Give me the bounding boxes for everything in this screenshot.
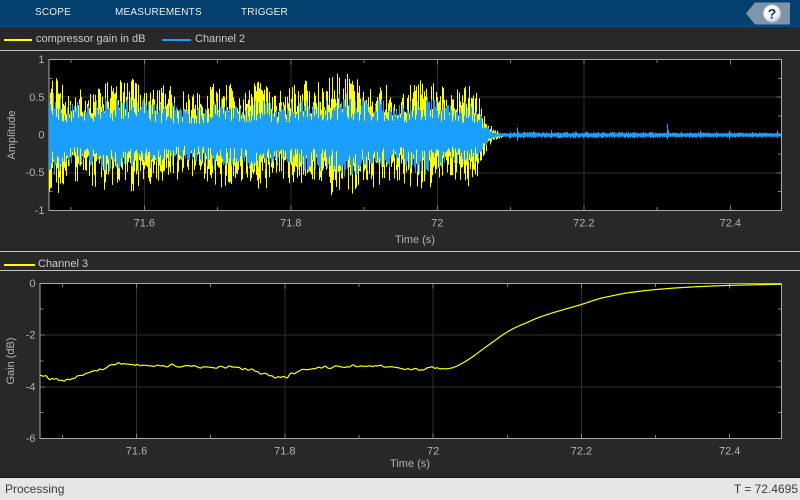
svg-text:Amplitude: Amplitude [6,111,18,160]
svg-text:71.6: 71.6 [134,218,155,230]
svg-text:?: ? [768,6,777,22]
svg-text:71.8: 71.8 [274,446,295,458]
svg-text:Time (s): Time (s) [395,234,435,246]
svg-text:1: 1 [38,54,44,66]
svg-text:Time (s): Time (s) [390,458,430,470]
svg-text:72: 72 [427,446,439,458]
svg-text:71.8: 71.8 [280,218,301,230]
svg-text:-1: -1 [35,205,45,217]
svg-text:72.2: 72.2 [571,446,592,458]
svg-text:Gain (dB): Gain (dB) [5,337,17,384]
svg-text:-2: -2 [26,330,36,342]
svg-text:72.4: 72.4 [719,446,740,458]
svg-text:0.5: 0.5 [29,92,44,104]
svg-text:0: 0 [29,278,35,290]
svg-text:71.6: 71.6 [126,446,147,458]
svg-text:-4: -4 [26,381,36,393]
svg-text:-6: -6 [26,433,36,445]
svg-text:72.2: 72.2 [573,218,594,230]
svg-text:-0.5: -0.5 [26,167,45,179]
svg-text:72.4: 72.4 [720,218,741,230]
svg-text:72: 72 [431,218,443,230]
svg-text:0: 0 [38,130,44,142]
